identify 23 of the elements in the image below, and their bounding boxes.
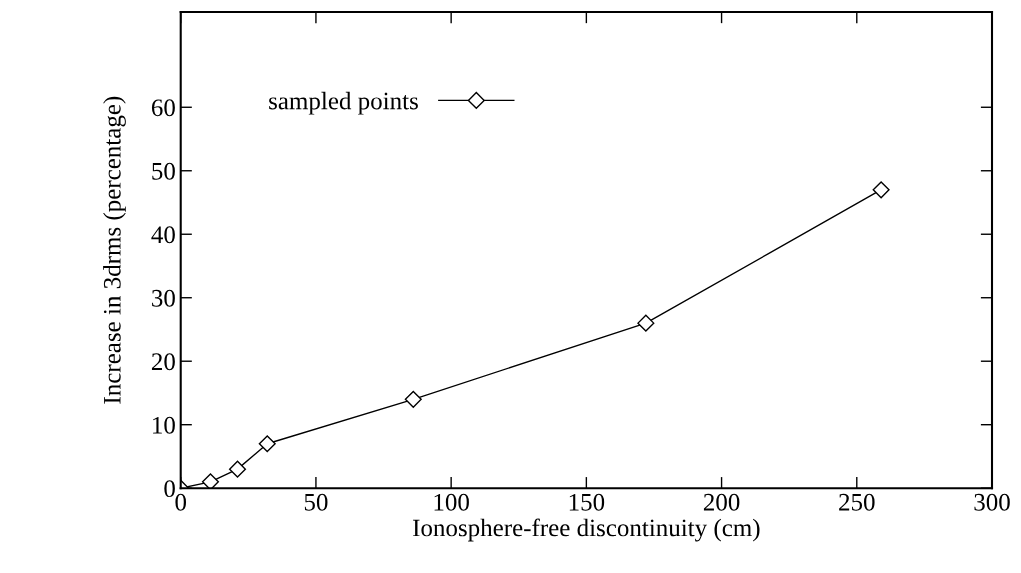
y-tick-label: 60 [151, 99, 175, 117]
x-axis-title: Ionosphere-free discontinuity (cm) [413, 518, 760, 542]
point [258, 435, 276, 453]
y-tick-label: 30 [152, 289, 175, 307]
x-tick-label: 200 [703, 493, 740, 511]
x-tick-label: 300 [974, 493, 1010, 511]
x-tick-label: 250 [839, 493, 875, 511]
y-axis-title: Increase in 3drms (percentage) [103, 96, 126, 404]
y-tick-label: 40 [151, 226, 175, 244]
y-tick-label: 0 [164, 480, 175, 498]
point [872, 181, 890, 199]
x-tick-label: 150 [569, 493, 605, 511]
point [637, 314, 655, 332]
point [228, 460, 247, 478]
point [201, 473, 220, 489]
point [404, 390, 422, 408]
x-tick-label: 100 [434, 493, 469, 511]
x-tick-label: 50 [304, 493, 328, 511]
y-tick-label: 20 [151, 353, 175, 371]
legend-label: sampled points [269, 91, 418, 115]
y-tick-label: 50 [152, 162, 175, 180]
x-tick-label: 0 [175, 493, 187, 511]
y-tick-label: 10 [153, 416, 175, 434]
